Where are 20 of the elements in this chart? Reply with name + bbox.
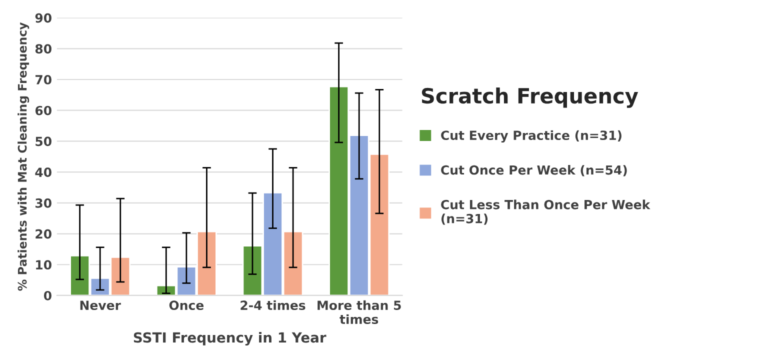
y-tick-label: 70 [36, 74, 52, 84]
y-tick-label: 10 [36, 260, 52, 270]
y-tick-label: 0 [44, 290, 52, 300]
y-tick-label: 80 [35, 44, 52, 54]
x-tick-label: 2-4 times [240, 300, 306, 310]
y-tick-label: 30 [36, 198, 52, 208]
legend-title: Scratch Frequency [422, 88, 638, 108]
y-tick-label: 90 [35, 13, 52, 23]
y-axis-title: % Patients with Mat Cleaning Frequency [18, 22, 30, 291]
y-tick-label: 50 [36, 136, 52, 146]
x-tick-label: More than 5 times [318, 300, 401, 324]
y-tick-label: 40 [35, 168, 52, 177]
y-tick-label: 20 [36, 229, 52, 239]
legend-label: Cut Once Per Week (n=54) [441, 165, 627, 176]
y-tick-label: 60 [35, 106, 52, 116]
x-tick-label: Never [80, 300, 121, 310]
legend-label: Cut Less Than Once Per Week (n=31) [441, 200, 650, 225]
legend-label: Cut Every Practice (n=31) [441, 130, 622, 143]
x-axis-title: SSTI Frequency in 1 Year [134, 332, 326, 346]
x-tick-label: Once [169, 300, 204, 310]
